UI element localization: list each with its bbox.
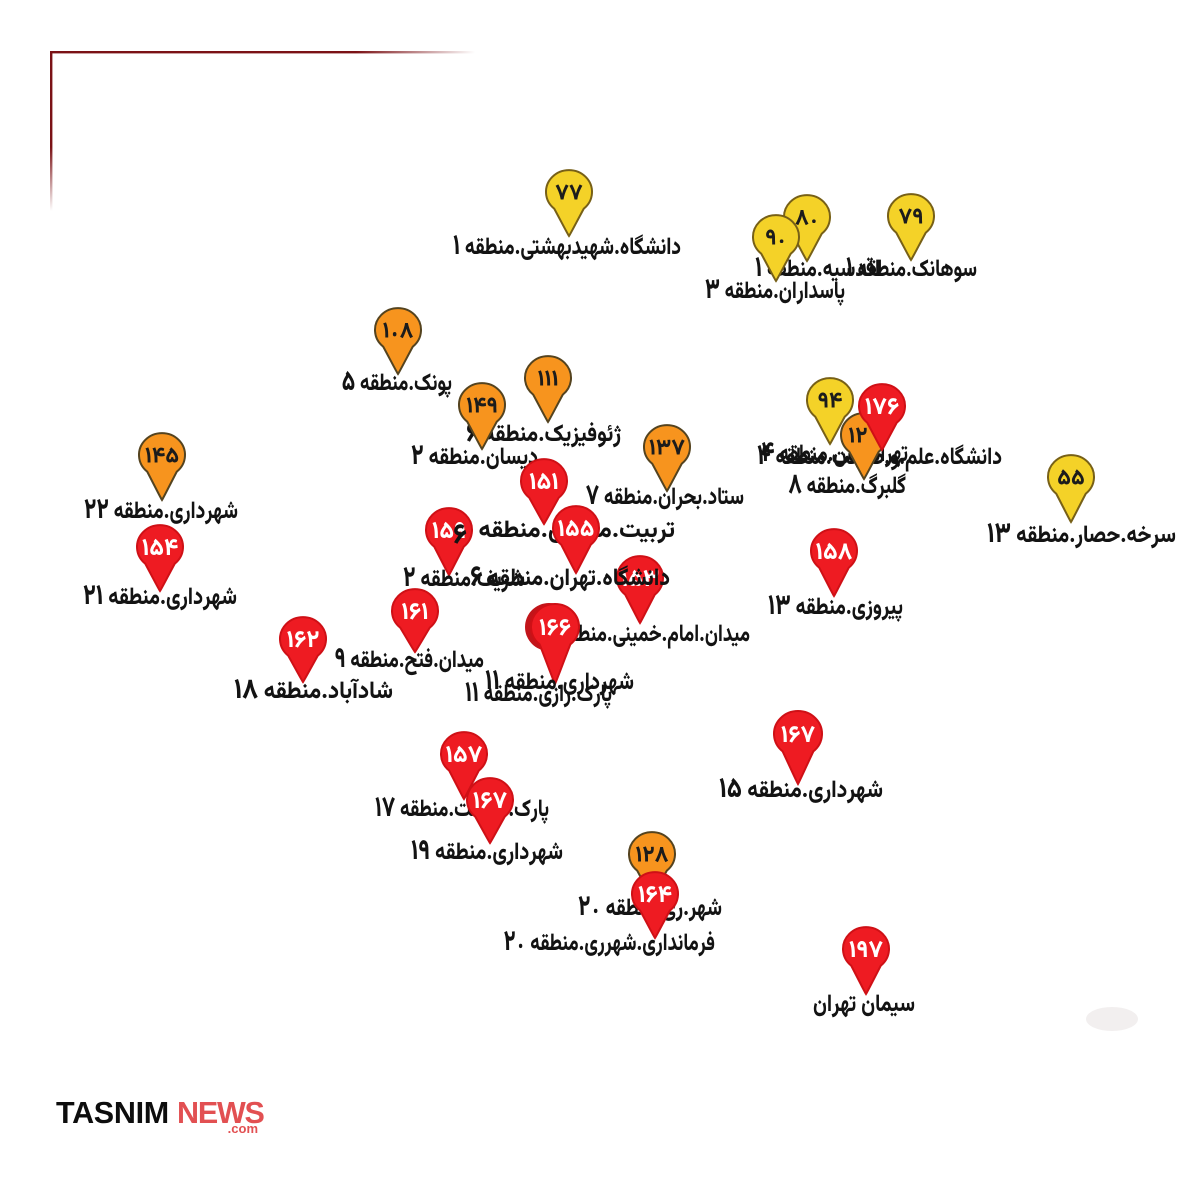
- svg-text:TASNIM: TASNIM: [56, 1096, 169, 1130]
- svg-text:.com: .com: [228, 1121, 258, 1136]
- svg-text:NEWS: NEWS: [177, 1096, 265, 1130]
